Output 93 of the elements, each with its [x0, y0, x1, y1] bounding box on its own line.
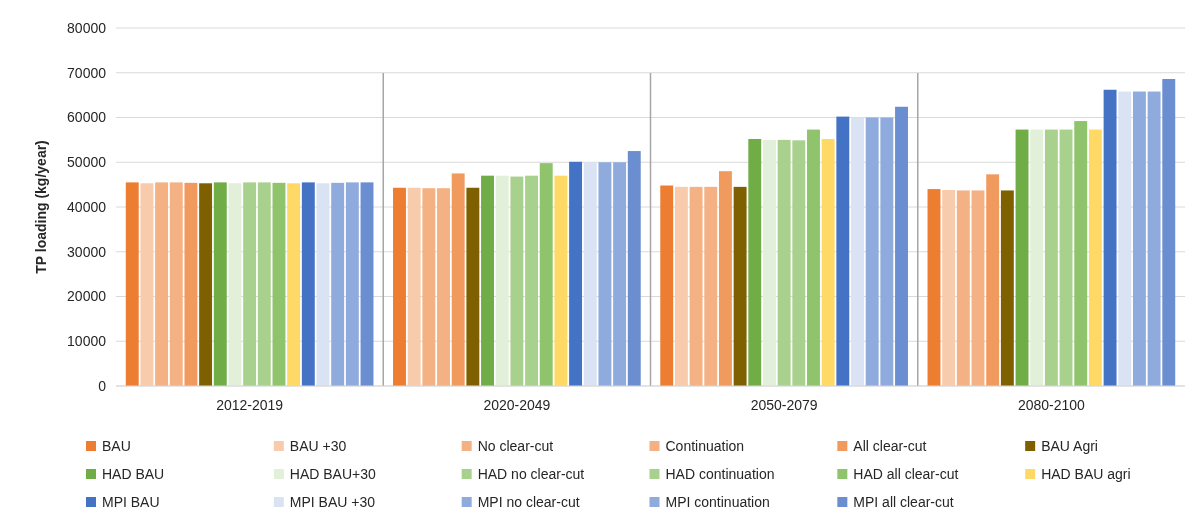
bar [1000, 190, 1014, 386]
legend-label: HAD BAU [102, 465, 165, 482]
bar [155, 182, 169, 386]
legend-label: No clear-cut [477, 437, 554, 454]
y-axis-title: TP loading (kg/year) [33, 140, 49, 274]
bar [807, 129, 820, 386]
bar [674, 186, 688, 386]
bar [748, 138, 762, 386]
bar [1147, 91, 1161, 386]
bar [287, 183, 301, 386]
legend-label: HAD continuation [665, 465, 775, 482]
bar [437, 188, 450, 386]
bar [481, 175, 494, 386]
bar [836, 116, 850, 386]
bar [821, 138, 835, 386]
legend-label: BAU Agri [1041, 437, 1098, 454]
bar [1132, 91, 1146, 386]
bar [660, 185, 674, 386]
bar [1074, 121, 1088, 386]
legend-label: HAD no clear-cut [477, 465, 585, 482]
bar [243, 182, 257, 386]
bar [316, 183, 330, 386]
bar [613, 162, 627, 386]
legend-label: BAU +30 [289, 437, 347, 454]
bar [199, 183, 213, 386]
bar [393, 187, 406, 386]
bar [169, 182, 183, 386]
legend-label: Continuation [665, 437, 745, 454]
y-tick-label: 80000 [67, 19, 107, 36]
bar [1088, 129, 1102, 386]
bar [1103, 89, 1117, 386]
legend-label: MPI no clear-cut [477, 493, 580, 510]
y-tick-label: 50000 [67, 154, 107, 171]
bar [1162, 79, 1176, 386]
bar [927, 189, 941, 386]
bar [451, 173, 465, 386]
legend-label: HAD all clear-cut [853, 465, 959, 482]
bar [345, 182, 359, 386]
y-tick-label: 0 [98, 377, 107, 394]
bar [763, 139, 776, 386]
x-tick-label: 2012-2019 [216, 397, 284, 413]
bar [510, 176, 524, 386]
bar [851, 117, 864, 386]
bar [627, 151, 641, 386]
bar [583, 162, 597, 386]
bar [1059, 129, 1073, 386]
bar [272, 182, 286, 386]
bar [360, 182, 374, 386]
y-tick-label: 70000 [67, 64, 107, 81]
bar [1030, 129, 1044, 386]
bar [986, 174, 1000, 386]
bar [301, 182, 315, 386]
bar [942, 190, 956, 386]
bar [140, 183, 154, 386]
y-tick-label: 60000 [67, 109, 107, 126]
bar [466, 187, 480, 386]
bar [495, 175, 509, 386]
bar [257, 182, 271, 386]
bar [407, 187, 421, 386]
y-tick-label: 40000 [67, 198, 107, 215]
bar [525, 175, 538, 386]
legend-label: MPI all clear-cut [853, 493, 954, 510]
y-tick-label: 10000 [67, 333, 107, 350]
legend-label: HAD BAU agri [1041, 465, 1131, 482]
bar [598, 162, 612, 386]
y-tick-label: 30000 [67, 243, 107, 260]
legend-label: MPI continuation [665, 493, 770, 510]
bar [971, 190, 985, 386]
x-tick-label: 2050-2079 [750, 397, 818, 413]
bar [733, 186, 747, 386]
bar [956, 190, 970, 386]
y-tick-label: 20000 [67, 288, 107, 305]
x-tick-label: 2080-2100 [1017, 397, 1086, 413]
legend-label: BAU [102, 437, 131, 454]
bar [331, 182, 345, 386]
legend-label: All clear-cut [853, 437, 927, 454]
bar [718, 171, 732, 386]
legend-label: MPI BAU [102, 493, 160, 510]
bar [213, 182, 227, 386]
bar [554, 175, 568, 386]
bar [539, 163, 553, 386]
legend-label: MPI BAU +30 [289, 493, 376, 510]
bar [125, 182, 139, 386]
bar [1118, 91, 1132, 386]
bar [422, 188, 436, 386]
bar [1044, 129, 1058, 386]
bar [895, 106, 908, 386]
x-tick-label: 2020-2049 [483, 397, 551, 413]
bar [1015, 129, 1029, 386]
bar [184, 182, 198, 386]
bar [228, 183, 242, 386]
legend-label: HAD BAU+30 [289, 465, 377, 482]
bar [569, 161, 583, 386]
